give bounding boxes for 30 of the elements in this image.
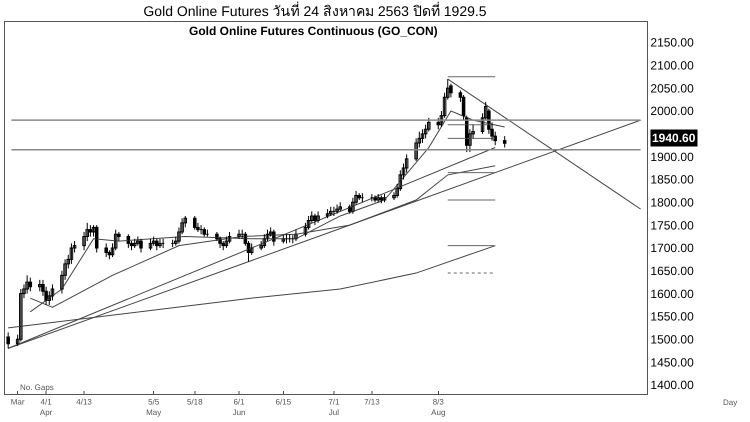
chart-subtitle: Gold Online Futures Continuous (GO_CON) — [189, 24, 438, 38]
annotation: No. Gaps — [20, 383, 54, 392]
y-tick-label: 1700.00 — [650, 241, 694, 256]
x-tick-label: 5/18 — [186, 398, 204, 407]
y-tick-label: 1650.00 — [650, 264, 694, 278]
y-tick-label: 2000.00 — [650, 104, 694, 118]
x-tick-label: 6/1 Jun — [232, 398, 246, 417]
x-tick-label: Mar — [10, 398, 25, 407]
y-tick-label: 2100.00 — [650, 58, 694, 73]
x-tick-label: 8/3 Aug — [431, 398, 446, 417]
x-tick-label: 7/1 Jul — [328, 398, 340, 417]
x-tick-label: 7/13 — [364, 398, 380, 407]
x-tick-label: 4/13 — [76, 398, 92, 407]
y-tick-label: 1800.00 — [650, 195, 694, 210]
y-tick-label: 1500.00 — [650, 332, 694, 346]
y-tick-label: 1600.00 — [650, 286, 694, 301]
chart-title: Gold Online Futures วันที่ 24 สิงหาคม 2563 ปิดที่ 1929.5 — [143, 2, 487, 20]
text: 1940.60 — [652, 131, 696, 145]
x-tick-label: 6/15 — [276, 398, 292, 407]
text: Day — [723, 398, 738, 407]
y-tick-label: 2150.00 — [650, 36, 694, 50]
y-tick-label: 1400.00 — [650, 378, 694, 392]
y-tick-label: 1550.00 — [650, 310, 694, 324]
y-tick-label: 1900.00 — [650, 150, 694, 164]
x-tick-label: 5/5 May — [146, 398, 162, 417]
y-tick-label: 2050.00 — [650, 81, 694, 96]
y-tick-label: 1450.00 — [650, 355, 694, 370]
y-tick-label: 1750.00 — [650, 218, 694, 232]
y-tick-label: 1850.00 — [650, 172, 694, 187]
x-tick-label: 4/1 Apr — [40, 398, 53, 417]
